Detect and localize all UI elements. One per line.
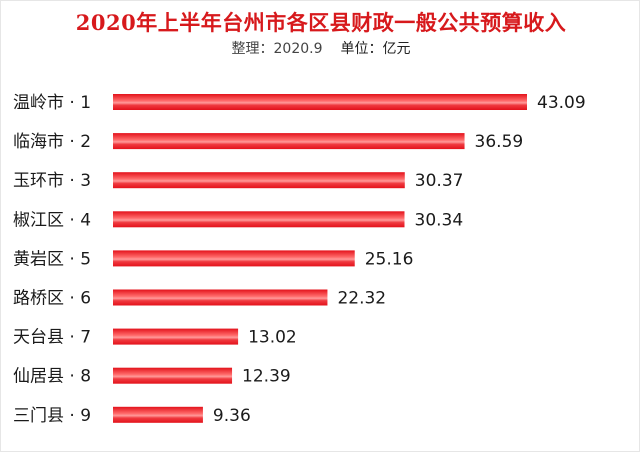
bar [113,133,465,150]
organizer-note: 整理：2020.9 [231,41,323,57]
value-label: 22.32 [337,289,386,309]
value-label: 36.59 [475,132,524,152]
chart-subtitle: 整理：2020.9 单位：亿元 [1,38,640,58]
value-label: 25.16 [365,249,414,269]
value-label: 13.02 [248,328,297,348]
bar [113,94,527,110]
bar [113,328,239,345]
category-label: 玉环市 · 3 [13,171,91,191]
bar [113,289,328,306]
category-label: 仙居县 · 8 [13,367,91,387]
value-label: 9.36 [213,406,251,426]
category-label: 临海市 · 2 [13,132,91,152]
bar [113,211,405,228]
category-label: 三门县 · 9 [13,406,91,426]
bar [113,406,203,423]
bar [113,250,355,267]
bar [113,367,233,384]
chart-title: 2020年上半年台州市各区县财政一般公共预算收入 [75,10,567,35]
value-label: 30.34 [415,210,464,230]
category-label: 路桥区 · 6 [13,289,91,309]
value-label: 12.39 [242,367,291,387]
value-label: 43.09 [537,93,586,113]
unit-note: 单位：亿元 [340,41,411,57]
value-label: 30.37 [415,171,464,191]
category-label: 椒江区 · 4 [13,210,91,230]
category-label: 黄岩区 · 5 [13,249,91,269]
category-label: 温岭市 · 1 [13,93,91,113]
bar [113,172,405,189]
category-label: 天台县 · 7 [13,328,91,348]
